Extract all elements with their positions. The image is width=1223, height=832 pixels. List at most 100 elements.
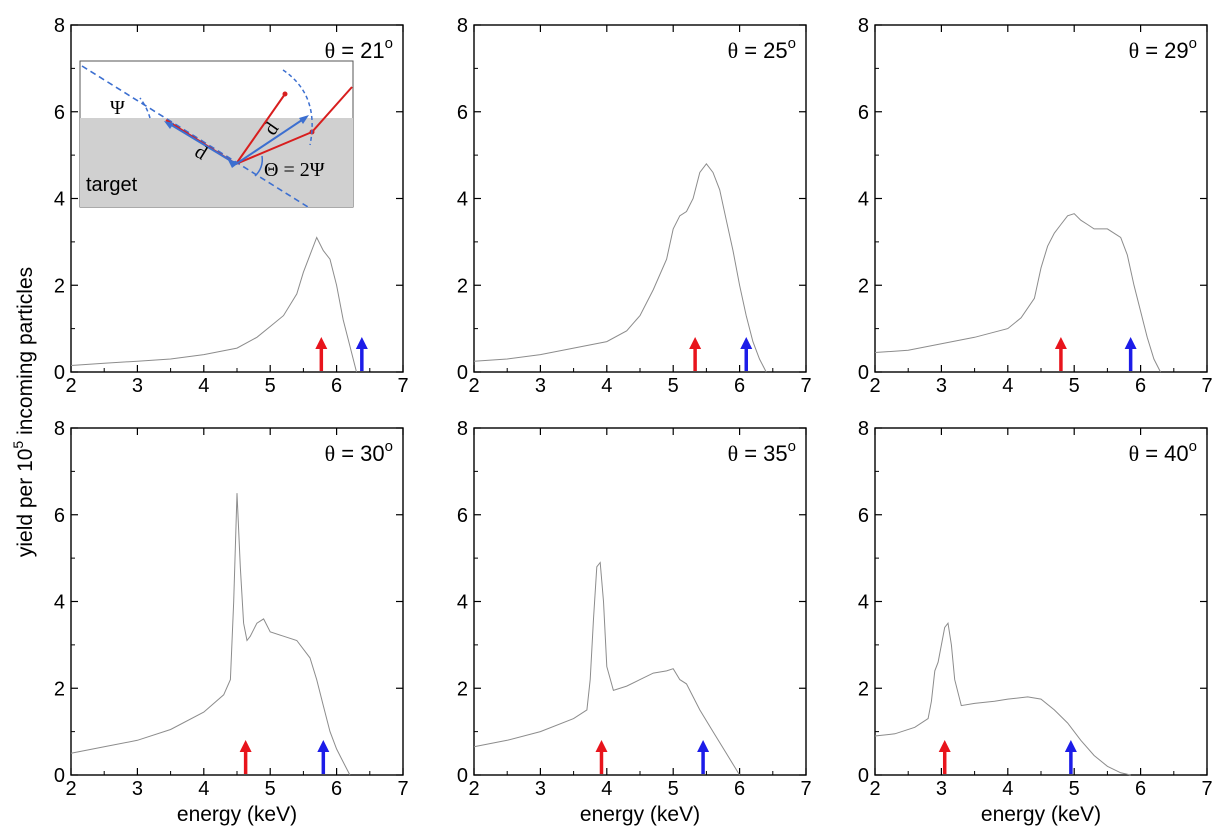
y-tick-label: 4 (54, 189, 65, 211)
x-tick-label: 7 (397, 375, 408, 397)
y-axis-label: yield per 105 incoming particles (10, 267, 37, 557)
exit-trajectory (235, 131, 313, 165)
x-tick-label: 7 (800, 375, 811, 397)
y-tick-label: 4 (457, 189, 468, 211)
plot-frame (874, 24, 1208, 373)
x-tick-label: 6 (1135, 778, 1146, 800)
plot-frame (70, 427, 404, 776)
blue-energy-arrow (317, 740, 330, 774)
x-tick-label: 6 (734, 778, 745, 800)
y-tick-label: 2 (54, 275, 65, 297)
red-energy-arrow (689, 337, 702, 371)
red-energy-arrow (595, 740, 608, 774)
x-tick-label: 7 (1201, 778, 1212, 800)
y-tick-label: 6 (54, 102, 65, 124)
blue-energy-arrow (740, 337, 753, 371)
yield-curve (473, 561, 741, 776)
x-axis-label: energy (keV) (580, 803, 700, 826)
yield-curve (70, 236, 357, 373)
x-tick-label: 4 (601, 375, 612, 397)
theta-arc (254, 155, 264, 177)
plot-frame (874, 427, 1208, 776)
y-tick-label: 2 (457, 678, 468, 700)
angle-annotation: θ = 29o (1129, 35, 1197, 63)
y-tick-label: 2 (54, 678, 65, 700)
red-energy-arrow (938, 740, 951, 774)
blue-energy-arrow (355, 337, 368, 371)
y-tick-label: 0 (54, 362, 65, 384)
angle-annotation: θ = 30o (325, 438, 393, 466)
x-axis-label: energy (keV) (981, 803, 1101, 826)
x-tick-label: 2 (468, 778, 479, 800)
incident-dashed-line (81, 65, 309, 208)
red-energy-arrow (239, 740, 252, 774)
x-tick-label: 3 (535, 375, 546, 397)
y-tick-label: 8 (858, 15, 869, 37)
x-tick-label: 3 (132, 375, 143, 397)
y-tick-label: 6 (457, 102, 468, 124)
x-tick-label: 3 (936, 778, 947, 800)
y-tick-label: 0 (858, 362, 869, 384)
blue-energy-arrow (697, 740, 710, 774)
yield-curve (874, 213, 1161, 373)
y-tick-label: 6 (858, 102, 869, 124)
x-tick-label: 4 (601, 778, 612, 800)
x-tick-label: 5 (1069, 778, 1080, 800)
x-tick-label: 6 (1135, 375, 1146, 397)
y-tick-label: 6 (54, 505, 65, 527)
d-arrow-left (167, 122, 237, 165)
x-tick-label: 2 (468, 375, 479, 397)
y-tick-label: 2 (858, 678, 869, 700)
x-tick-label: 5 (265, 375, 276, 397)
plot-frame (473, 24, 807, 373)
y-tick-label: 8 (457, 418, 468, 440)
x-tick-label: 6 (734, 375, 745, 397)
x-tick-label: 7 (1201, 375, 1212, 397)
plot-frame (473, 427, 807, 776)
y-tick-label: 0 (858, 765, 869, 787)
x-tick-label: 7 (800, 778, 811, 800)
x-tick-label: 5 (668, 375, 679, 397)
x-tick-label: 4 (1002, 778, 1013, 800)
angle-annotation: θ = 40o (1129, 438, 1197, 466)
x-tick-label: 5 (265, 778, 276, 800)
x-tick-label: 6 (331, 375, 342, 397)
yield-curve (473, 162, 767, 373)
x-tick-label: 2 (869, 375, 880, 397)
yield-curve (874, 621, 1131, 776)
d-arrowhead-left (164, 121, 174, 129)
x-tick-label: 3 (132, 778, 143, 800)
y-tick-label: 4 (54, 592, 65, 614)
x-tick-label: 5 (668, 778, 679, 800)
y-tick-label: 0 (457, 765, 468, 787)
rotation-arc (282, 69, 313, 146)
blue-energy-arrow (1064, 740, 1077, 774)
angle-annotation: θ = 35o (728, 438, 796, 466)
angle-annotation: θ = 25o (728, 35, 796, 63)
red-energy-arrow (315, 337, 328, 371)
geometry-inset: Ψ d d Θ = 2Ψ target (79, 60, 354, 208)
scatter-point-1 (282, 91, 288, 97)
angle-annotation: θ = 21o (325, 35, 393, 63)
x-tick-label: 3 (535, 778, 546, 800)
x-tick-label: 4 (198, 778, 209, 800)
y-tick-label: 0 (457, 362, 468, 384)
y-tick-label: 6 (858, 505, 869, 527)
d-arrowhead-center (228, 160, 240, 168)
d-arrowhead-right (299, 115, 309, 124)
blue-energy-arrow (1124, 337, 1137, 371)
y-tick-label: 4 (858, 592, 869, 614)
psi-label: Ψ (110, 97, 125, 119)
y-tick-label: 6 (457, 505, 468, 527)
psi-arc (139, 97, 151, 119)
x-tick-label: 4 (1002, 375, 1013, 397)
exit-trajectory-2 (311, 86, 353, 133)
y-tick-label: 8 (54, 418, 65, 440)
